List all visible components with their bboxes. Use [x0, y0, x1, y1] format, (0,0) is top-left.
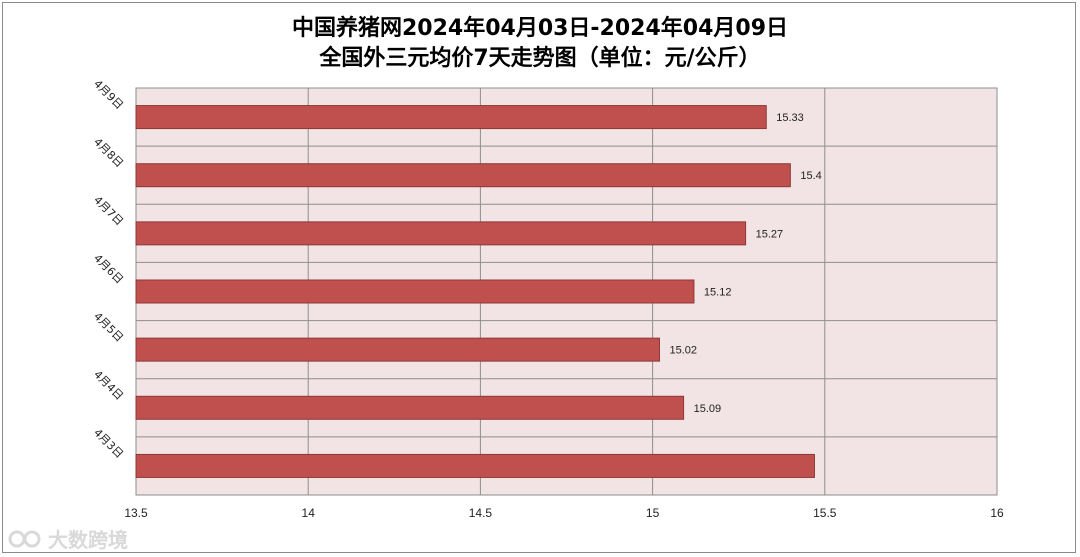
data-label: 15.02: [669, 345, 697, 357]
chart-title: 中国养猪网2024年04月03日-2024年04月09日: [291, 16, 789, 41]
x-tick-label: 14.5: [469, 506, 493, 520]
logo-icon: [8, 530, 41, 547]
y-tick-label: 4月3日: [91, 426, 126, 461]
x-tick-label: 16: [990, 506, 1004, 520]
data-label: 15.4: [800, 170, 821, 182]
x-tick-label: 15.5: [813, 506, 837, 520]
y-tick-label: 4月6日: [91, 252, 126, 287]
bar: [135, 279, 695, 304]
y-tick-label: 4月7日: [91, 194, 126, 229]
bar: [135, 163, 791, 188]
chart-subtitle: 全国外三元均价7天走势图（单位：元/公斤）: [319, 46, 761, 71]
data-label: 15.27: [756, 228, 784, 240]
data-label: 15.33: [776, 112, 804, 124]
x-tick-label: 15: [646, 506, 660, 520]
bar: [135, 395, 685, 420]
chart-title-block: 中国养猪网2024年04月03日-2024年04月09日 全国外三元均价7天走势…: [0, 14, 1080, 74]
data-label: 15.12: [704, 287, 732, 299]
watermark: 大数跨境: [8, 524, 128, 553]
y-tick-label: 4月8日: [91, 135, 126, 170]
x-tick-label: 13.5: [124, 506, 148, 520]
bar: [135, 453, 815, 478]
bar: [135, 337, 660, 362]
y-tick-label: 4月4日: [91, 368, 126, 403]
y-tick-label: 4月5日: [91, 310, 126, 345]
bar: [135, 221, 747, 246]
y-tick-label: 4月9日: [91, 77, 126, 112]
data-label: 15.09: [694, 403, 722, 415]
bar: [135, 105, 767, 130]
x-tick-label: 14: [302, 506, 316, 520]
watermark-text: 大数跨境: [48, 528, 128, 552]
